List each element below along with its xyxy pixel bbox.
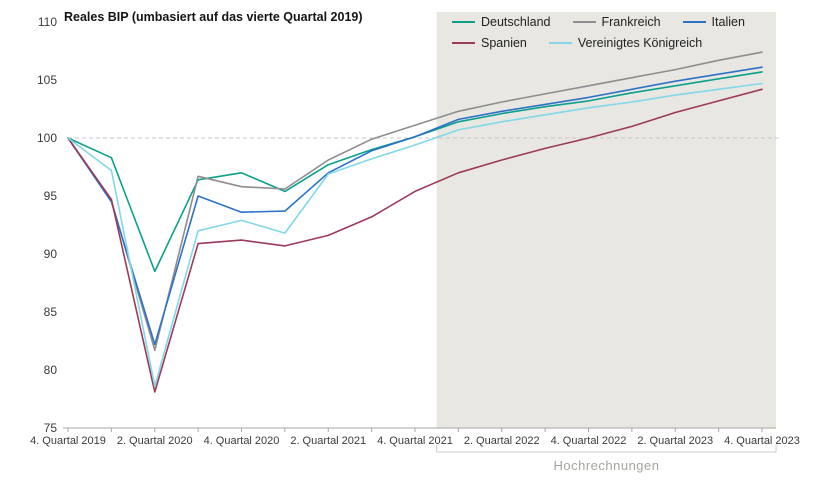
series-line-italien [67, 66, 763, 346]
legend-swatch-vereinigtes-koenigreich [548, 41, 572, 44]
chart-legend: Deutschland Frankreich Italien Spanien Verei… [452, 13, 745, 51]
x-tick-label: 2. Quartal 2020 [117, 435, 193, 447]
y-tick-label: 100 [37, 131, 57, 145]
projection-band [436, 12, 776, 428]
x-tick-label: 4. Quartal 2021 [377, 435, 453, 447]
chart-title: Reales BIP (umbasiert auf das vierte Qua… [64, 10, 363, 24]
legend-row-1: Spanien Vereinigtes Königreich [452, 34, 745, 51]
projection-bracket [436, 445, 777, 453]
x-tick-label: 4. Quartal 2023 [724, 435, 800, 447]
legend-item-deutschland: Deutschland [452, 15, 551, 29]
y-tick-label: 90 [44, 247, 58, 261]
y-tick-label: 110 [38, 15, 57, 29]
y-tick-label: 75 [44, 421, 58, 435]
x-tick-label: 4. Quartal 2020 [204, 435, 280, 447]
legend-swatch-frankreich [572, 20, 596, 23]
legend-swatch-italien [682, 20, 706, 23]
legend-item-frankreich: Frankreich [572, 14, 661, 29]
x-tick-label: 2. Quartal 2023 [637, 435, 713, 447]
legend-label: Frankreich [601, 14, 661, 29]
y-tick-label: 95 [44, 189, 58, 203]
legend-label: Italien [711, 14, 745, 29]
legend-swatch-deutschland [452, 20, 475, 23]
legend-swatch-spanien [452, 41, 475, 44]
series-line-frankreich [67, 51, 763, 352]
legend-label: Deutschland [481, 14, 551, 29]
x-tick-label: 2. Quartal 2022 [464, 435, 540, 447]
y-tick-label: 85 [44, 305, 58, 319]
series-line-spanien [67, 88, 763, 393]
legend-label: Spanien [481, 35, 527, 50]
legend-item-italien: Italien [682, 14, 745, 29]
projection-label: Hochrechnungen [553, 458, 660, 473]
legend-item-vereinigtes-koenigreich: Vereinigtes Königreich [548, 35, 703, 50]
x-tick-label: 4. Quartal 2019 [30, 435, 106, 447]
legend-label: Vereinigtes Königreich [577, 35, 703, 50]
legend-row-0: Deutschland Frankreich Italien [452, 13, 745, 30]
x-tick-label: 4. Quartal 2022 [551, 435, 627, 447]
series-line-vereinigtes-koenigreich [67, 82, 763, 388]
legend-item-spanien: Spanien [452, 36, 527, 50]
y-tick-label: 80 [44, 363, 58, 377]
y-tick-label: 105 [37, 73, 57, 87]
x-tick-label: 2. Quartal 2021 [290, 435, 366, 447]
